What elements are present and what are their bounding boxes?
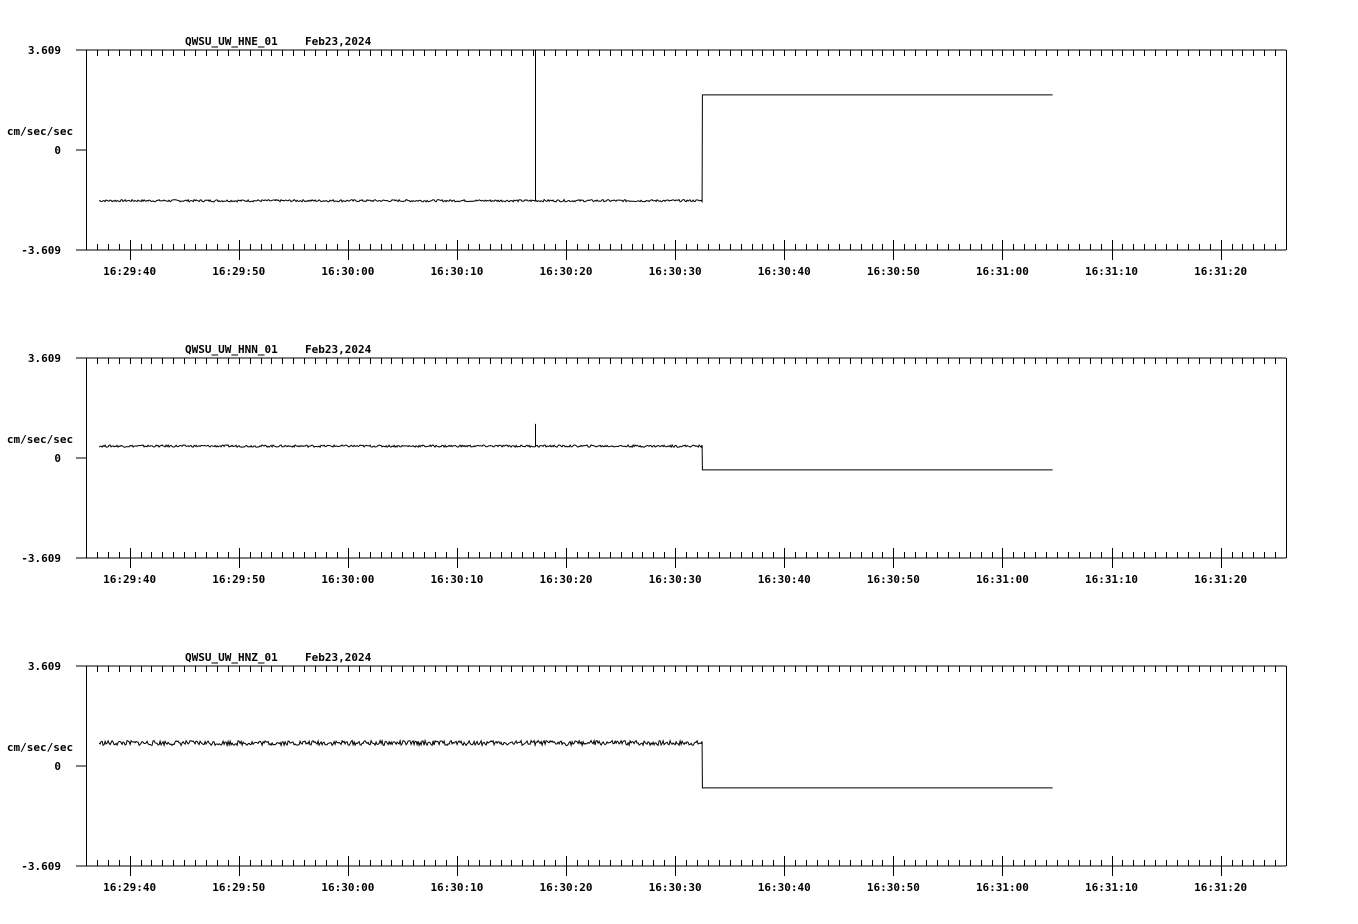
y-tick-label: 0 bbox=[54, 452, 61, 465]
x-tick-label: 16:30:00 bbox=[321, 573, 374, 586]
x-tick-label: 16:30:40 bbox=[758, 573, 811, 586]
y-tick-label: 3.609 bbox=[28, 352, 61, 365]
waveform-trace bbox=[99, 94, 1053, 204]
x-tick-label: 16:29:50 bbox=[212, 265, 265, 278]
waveform-trace bbox=[98, 738, 1053, 789]
x-tick-label: 16:30:00 bbox=[321, 265, 374, 278]
y-tick-label: 0 bbox=[54, 144, 61, 157]
x-tick-label: 16:29:50 bbox=[212, 573, 265, 586]
x-tick-label: 16:31:10 bbox=[1085, 265, 1138, 278]
panel-title: QWSU_UW_HNN_01 bbox=[185, 343, 278, 356]
y-tick-label: -3.609 bbox=[21, 860, 61, 873]
x-tick-label: 16:31:00 bbox=[976, 573, 1029, 586]
x-tick-label: 16:31:00 bbox=[976, 265, 1029, 278]
panel-qwsu_uw_hnn_01: QWSU_UW_HNN_01 Feb23,2024 3.609 0 -3.609 cm/s… bbox=[7, 343, 1287, 586]
panel-date: Feb23,2024 bbox=[305, 35, 372, 48]
x-tick-label: 16:31:20 bbox=[1194, 265, 1247, 278]
x-tick-label: 16:30:40 bbox=[758, 881, 811, 894]
x-tick-label: 16:29:40 bbox=[103, 265, 156, 278]
x-tick-label: 16:31:10 bbox=[1085, 573, 1138, 586]
y-tick-label: 3.609 bbox=[28, 660, 61, 673]
x-tick-label: 16:30:20 bbox=[540, 881, 593, 894]
waveform-trace bbox=[98, 443, 1053, 471]
x-tick-label: 16:29:40 bbox=[103, 881, 156, 894]
panel-date: Feb23,2024 bbox=[305, 343, 372, 356]
x-tick-label: 16:31:00 bbox=[976, 881, 1029, 894]
x-tick-label: 16:30:30 bbox=[649, 265, 702, 278]
x-tick-label: 16:31:20 bbox=[1194, 881, 1247, 894]
x-tick-label: 16:31:20 bbox=[1194, 573, 1247, 586]
x-tick-label: 16:30:00 bbox=[321, 881, 374, 894]
x-tick-label: 16:29:40 bbox=[103, 573, 156, 586]
y-tick-label: -3.609 bbox=[21, 552, 61, 565]
x-tick-label: 16:30:50 bbox=[867, 573, 920, 586]
x-tick-label: 16:30:50 bbox=[867, 881, 920, 894]
x-tick-label: 16:30:20 bbox=[540, 265, 593, 278]
x-tick-label: 16:29:50 bbox=[212, 881, 265, 894]
x-tick-label: 16:30:10 bbox=[430, 573, 483, 586]
y-tick-label: 3.609 bbox=[28, 44, 61, 57]
x-tick-label: 16:30:40 bbox=[758, 265, 811, 278]
panel-qwsu_uw_hnz_01: QWSU_UW_HNZ_01 Feb23,2024 3.609 0 -3.609 cm/s… bbox=[7, 651, 1287, 894]
y-axis-label: cm/sec/sec bbox=[7, 125, 73, 138]
x-tick-label: 16:30:10 bbox=[430, 265, 483, 278]
y-axis-label: cm/sec/sec bbox=[7, 433, 73, 446]
y-axis-label: cm/sec/sec bbox=[7, 741, 73, 754]
x-tick-label: 16:30:10 bbox=[430, 881, 483, 894]
x-tick-label: 16:30:30 bbox=[649, 573, 702, 586]
x-tick-label: 16:31:10 bbox=[1085, 881, 1138, 894]
x-tick-label: 16:30:30 bbox=[649, 881, 702, 894]
y-tick-label: -3.609 bbox=[21, 244, 61, 257]
panel-date: Feb23,2024 bbox=[305, 651, 372, 664]
panel-title: QWSU_UW_HNZ_01 bbox=[185, 651, 278, 664]
panel-title: QWSU_UW_HNE_01 bbox=[185, 35, 278, 48]
y-tick-label: 0 bbox=[54, 760, 61, 773]
x-tick-label: 16:30:20 bbox=[540, 573, 593, 586]
x-tick-label: 16:30:50 bbox=[867, 265, 920, 278]
panel-qwsu_uw_hne_01: QWSU_UW_HNE_01 Feb23,2024 3.609 0 -3.609 cm/s… bbox=[7, 35, 1287, 278]
